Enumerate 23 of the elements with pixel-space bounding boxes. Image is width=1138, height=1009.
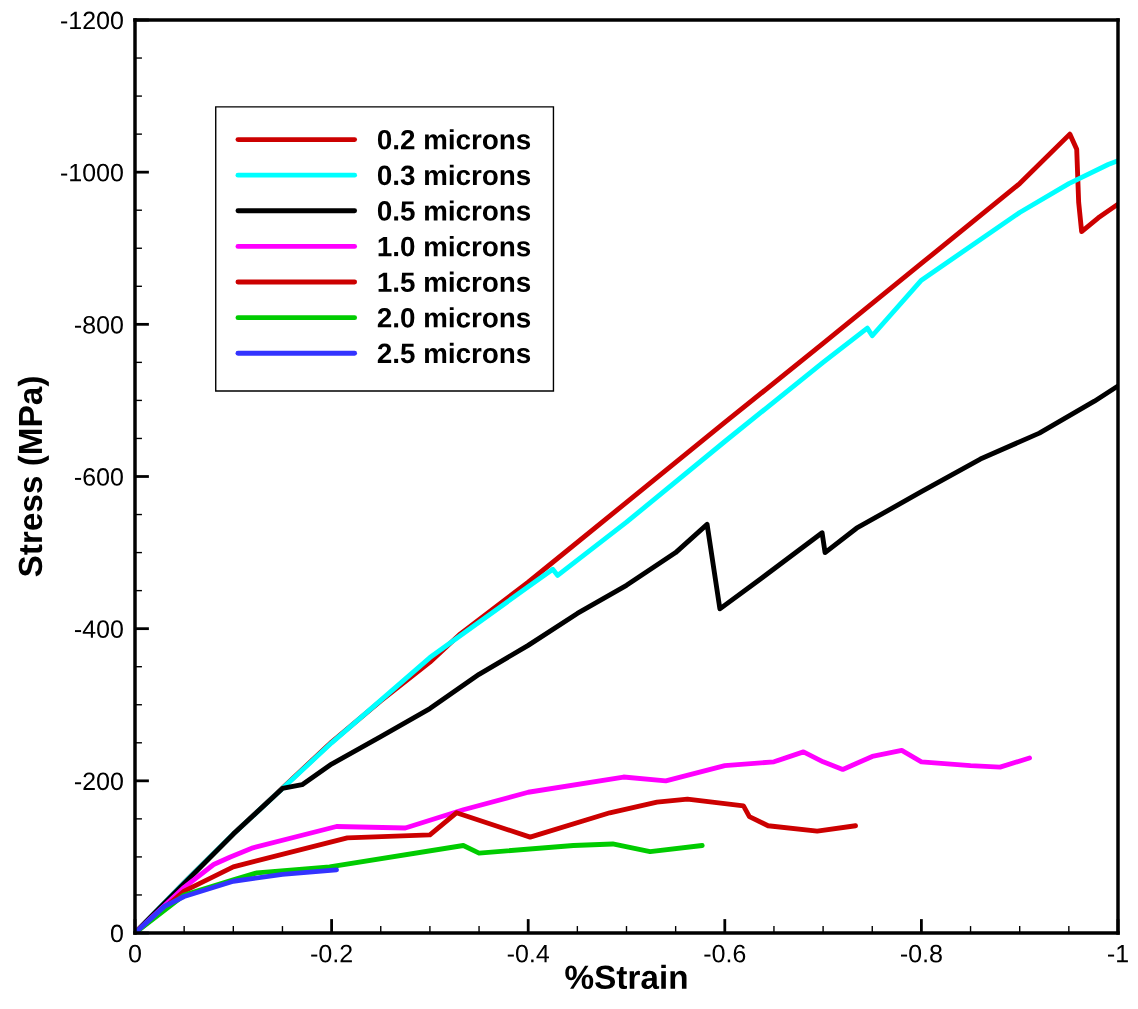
y-tick-label: -800 xyxy=(74,315,123,334)
x-tick-label: 0 xyxy=(129,944,141,963)
y-tick-label: -1000 xyxy=(61,163,123,182)
x-axis-title: %Strain xyxy=(565,964,687,990)
y-tick-label: -400 xyxy=(74,620,123,638)
legend-label: 1.0 microns xyxy=(378,236,531,257)
x-tick-label: -1 xyxy=(1108,945,1128,963)
legend-label: 2.5 microns xyxy=(377,342,531,364)
x-tick-label: -0.8 xyxy=(900,944,942,963)
y-axis-title: Stress (MPa) xyxy=(17,377,49,577)
y-tick-label: 0 xyxy=(110,924,123,943)
legend-label: 1.5 microns xyxy=(378,271,531,293)
x-tick-label: -0.6 xyxy=(704,944,746,963)
legend-label: 0.2 microns xyxy=(377,129,531,150)
legend-label: 0.5 microns xyxy=(377,200,531,221)
y-tick-label: -1200 xyxy=(61,11,123,30)
y-tick-label: -200 xyxy=(74,772,123,791)
legend-label: 0.3 microns xyxy=(377,164,531,186)
y-tick-label: -600 xyxy=(74,468,123,486)
legend-label: 2.0 microns xyxy=(377,307,531,328)
line-series xyxy=(135,867,339,933)
x-tick-label: -0.2 xyxy=(311,944,352,963)
x-tick-label: -0.4 xyxy=(507,944,550,963)
